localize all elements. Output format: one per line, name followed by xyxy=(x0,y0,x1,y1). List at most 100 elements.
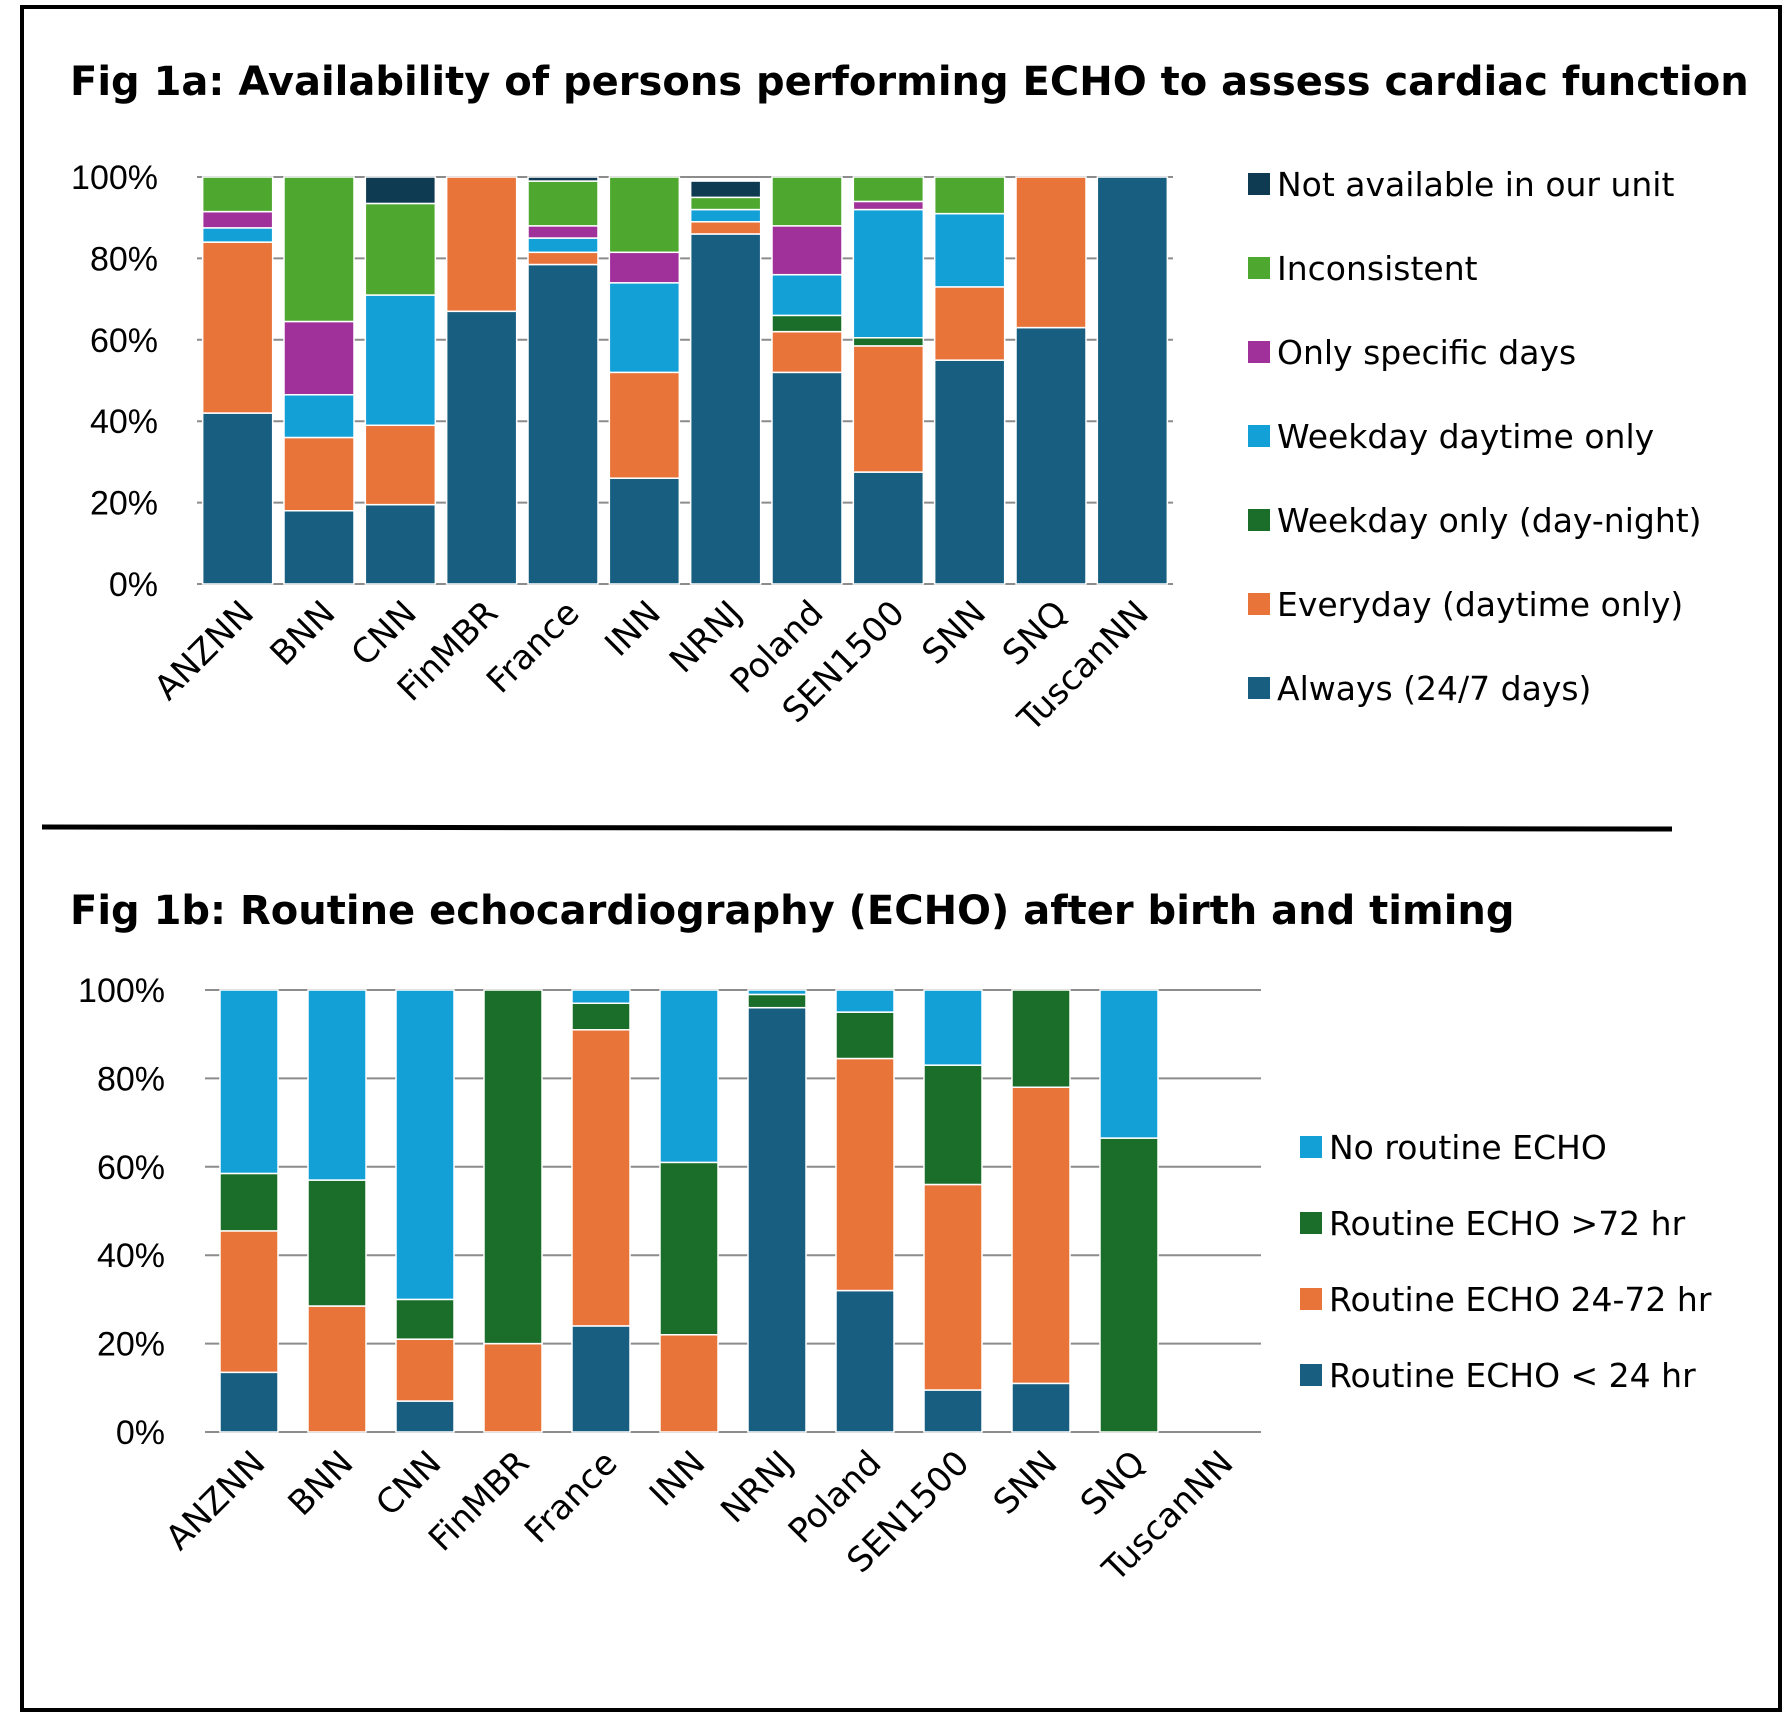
legend-swatch xyxy=(1300,1136,1322,1158)
bar-inn-weekday-daytime-only xyxy=(608,282,681,374)
legend-label: Everyday (daytime only) xyxy=(1277,585,1683,624)
chart-title: Fig 1a: Availability of persons performi… xyxy=(70,59,1749,105)
bar-cnn-always-24-7-days xyxy=(364,503,437,585)
bar-cnn-routine-echo-72-hr xyxy=(395,1298,455,1340)
y-tick-label: 20% xyxy=(97,1326,165,1364)
bar-bnn-routine-echo-24-72-hr xyxy=(307,1305,367,1433)
bar-cnn-routine-echo-24-hr xyxy=(395,1400,455,1433)
legend: Not available in our unit Inconsistent Onl… xyxy=(1248,165,1702,708)
bar-nrnj-everyday-daytime-only xyxy=(689,221,762,235)
bar-finmbr-everyday-daytime-only xyxy=(445,176,518,313)
bar-snn-everyday-daytime-only xyxy=(933,286,1006,361)
bar-france-no-routine-echo xyxy=(571,989,631,1005)
bar-cnn-inconsistent xyxy=(364,202,437,296)
bar-bnn-only-specific-days xyxy=(283,320,355,396)
stacked-bars xyxy=(219,989,1159,1433)
legend-swatch xyxy=(1248,509,1270,531)
bar-nrnj-not-available-in-our-unit xyxy=(689,180,762,199)
legend-label: Always (24/7 days) xyxy=(1277,669,1591,708)
figure-divider xyxy=(41,824,1673,832)
legend-item-only-specific-days: Only specific days xyxy=(1248,333,1576,372)
bar-cnn-routine-echo-24-72-hr xyxy=(395,1338,455,1402)
bar-sen1500-weekday-daytime-only xyxy=(852,208,925,339)
legend-label: Weekday only (day-night) xyxy=(1277,501,1702,540)
bar-sen1500-only-specific-days xyxy=(852,200,925,211)
y-tick-label: 60% xyxy=(97,1149,165,1187)
legend-item-weekday-only-day-night: Weekday only (day-night) xyxy=(1248,501,1702,540)
bar-poland-inconsistent xyxy=(771,176,843,227)
y-tick-label: 60% xyxy=(90,322,158,360)
bar-anznn-only-specific-days xyxy=(201,210,274,229)
legend-item-not-available-in-our-unit: Not available in our unit xyxy=(1248,165,1674,204)
bar-poland-routine-echo-24-hr xyxy=(835,1289,895,1433)
bar-france-always-24-7-days xyxy=(527,263,599,585)
bar-nrnj-routine-echo-24-hr xyxy=(747,1006,807,1433)
bar-france-routine-echo-72-hr xyxy=(571,1002,631,1031)
bar-sen1500-routine-echo-24-hr xyxy=(923,1389,983,1433)
legend-label: Inconsistent xyxy=(1277,249,1478,288)
bar-snn-weekday-daytime-only xyxy=(933,212,1006,288)
bar-poland-everyday-daytime-only xyxy=(771,330,843,374)
legend-label: No routine ECHO xyxy=(1329,1128,1607,1167)
bar-snq-no-routine-echo xyxy=(1099,989,1159,1139)
y-axis: 0% 20% 40% 60% 80% 100% xyxy=(71,159,158,604)
y-tick-label: 80% xyxy=(90,240,158,278)
legend-swatch xyxy=(1248,425,1270,447)
bar-snq-always-24-7-days xyxy=(1015,326,1087,585)
bar-france-inconsistent xyxy=(527,180,599,227)
bar-inn-routine-echo-24-72-hr xyxy=(659,1334,719,1433)
legend-swatch xyxy=(1248,341,1270,363)
bar-bnn-everyday-daytime-only xyxy=(283,436,355,512)
bar-cnn-no-routine-echo xyxy=(395,989,455,1301)
y-tick-label: 0% xyxy=(116,1414,165,1452)
legend-swatch xyxy=(1300,1364,1322,1386)
bar-nrnj-no-routine-echo xyxy=(747,989,807,996)
bar-cnn-everyday-daytime-only xyxy=(364,424,437,506)
bar-france-not-available-in-our-unit xyxy=(527,176,599,182)
stacked-bars xyxy=(201,176,1169,585)
legend: No routine ECHO Routine ECHO >72 hr Routin… xyxy=(1300,1128,1712,1395)
bar-anznn-always-24-7-days xyxy=(201,412,274,585)
legend-label: Not available in our unit xyxy=(1277,165,1674,204)
bar-nrnj-always-24-7-days xyxy=(689,233,762,585)
bar-france-routine-echo-24-72-hr xyxy=(571,1029,631,1327)
bar-bnn-no-routine-echo xyxy=(307,989,367,1181)
bar-anznn-no-routine-echo xyxy=(219,989,279,1175)
legend-swatch xyxy=(1248,593,1270,615)
bar-anznn-inconsistent xyxy=(201,176,274,213)
legend-swatch xyxy=(1300,1212,1322,1234)
bar-poland-routine-echo-24-72-hr xyxy=(835,1057,895,1292)
bar-cnn-weekday-daytime-only xyxy=(364,294,437,427)
legend-swatch xyxy=(1248,677,1270,699)
bar-france-weekday-daytime-only xyxy=(527,237,599,254)
y-tick-label: 100% xyxy=(78,972,165,1010)
bar-sen1500-no-routine-echo xyxy=(923,989,983,1066)
bar-snn-always-24-7-days xyxy=(933,359,1006,585)
chart-title: Fig 1b: Routine echocardiography (ECHO) … xyxy=(70,888,1515,934)
legend-label: Routine ECHO < 24 hr xyxy=(1329,1356,1696,1395)
legend-item-always-24-7-days: Always (24/7 days) xyxy=(1248,669,1591,708)
y-tick-label: 0% xyxy=(109,566,158,604)
bar-snn-routine-echo-24-hr xyxy=(1011,1382,1071,1433)
bar-nrnj-weekday-daytime-only xyxy=(689,208,762,223)
bar-sen1500-routine-echo-72-hr xyxy=(923,1064,983,1186)
legend-item-weekday-daytime-only: Weekday daytime only xyxy=(1248,417,1654,456)
bar-inn-always-24-7-days xyxy=(608,477,681,585)
bar-bnn-routine-echo-72-hr xyxy=(307,1179,367,1307)
bar-sen1500-everyday-daytime-only xyxy=(852,345,925,473)
legend-label: Routine ECHO >72 hr xyxy=(1329,1204,1686,1243)
bar-snq-everyday-daytime-only xyxy=(1015,176,1087,329)
bar-anznn-routine-echo-24-72-hr xyxy=(219,1230,279,1374)
bar-nrnj-inconsistent xyxy=(689,196,762,211)
bar-inn-no-routine-echo xyxy=(659,989,719,1164)
bar-poland-routine-echo-72-hr xyxy=(835,1011,895,1060)
legend-swatch xyxy=(1248,173,1270,195)
bar-bnn-weekday-daytime-only xyxy=(283,393,355,439)
bar-finmbr-always-24-7-days xyxy=(445,310,518,585)
bar-snn-routine-echo-24-72-hr xyxy=(1011,1086,1071,1385)
bar-france-routine-echo-24-hr xyxy=(571,1325,631,1433)
bar-snn-routine-echo-72-hr xyxy=(1011,989,1071,1088)
bar-anznn-everyday-daytime-only xyxy=(201,241,274,414)
legend-item-routine-echo-72-hr: Routine ECHO >72 hr xyxy=(1300,1204,1686,1243)
